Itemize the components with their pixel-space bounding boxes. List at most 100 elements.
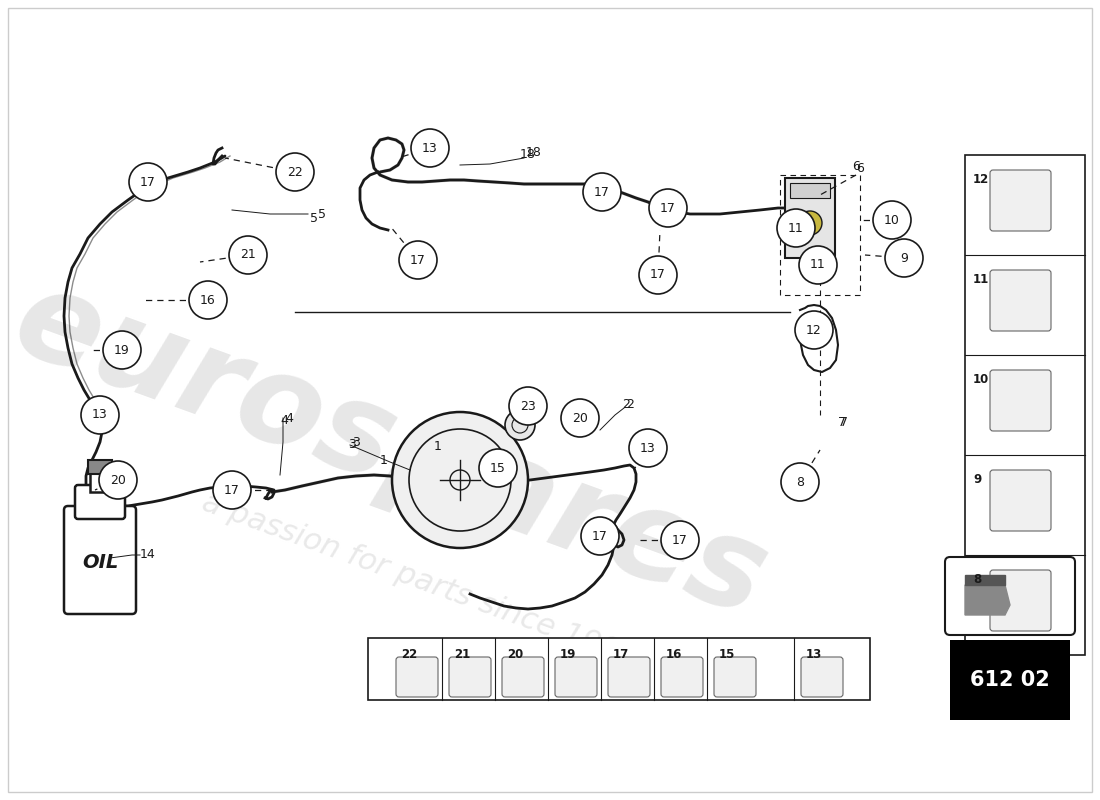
Circle shape bbox=[795, 311, 833, 349]
Circle shape bbox=[798, 211, 822, 235]
Text: 11: 11 bbox=[788, 222, 804, 234]
FancyBboxPatch shape bbox=[64, 506, 136, 614]
Text: 1: 1 bbox=[379, 454, 388, 466]
Circle shape bbox=[478, 449, 517, 487]
Text: 16: 16 bbox=[200, 294, 216, 306]
Text: 5: 5 bbox=[318, 207, 326, 221]
Text: 9: 9 bbox=[974, 473, 981, 486]
Circle shape bbox=[777, 209, 815, 247]
Text: 19: 19 bbox=[114, 343, 130, 357]
Circle shape bbox=[276, 153, 314, 191]
Circle shape bbox=[103, 331, 141, 369]
FancyBboxPatch shape bbox=[502, 657, 544, 697]
Text: 3: 3 bbox=[352, 435, 360, 449]
Text: 17: 17 bbox=[224, 483, 240, 497]
Circle shape bbox=[649, 189, 688, 227]
Text: 20: 20 bbox=[572, 411, 587, 425]
Text: 9: 9 bbox=[900, 251, 908, 265]
Circle shape bbox=[129, 163, 167, 201]
Circle shape bbox=[873, 201, 911, 239]
Text: 10: 10 bbox=[884, 214, 900, 226]
Text: 7: 7 bbox=[838, 415, 846, 429]
Circle shape bbox=[561, 399, 600, 437]
Text: 8: 8 bbox=[974, 573, 981, 586]
Circle shape bbox=[639, 256, 676, 294]
Text: 12: 12 bbox=[806, 323, 822, 337]
Circle shape bbox=[661, 521, 698, 559]
Bar bbox=[965, 155, 1085, 655]
Text: 11: 11 bbox=[974, 273, 989, 286]
Text: 11: 11 bbox=[810, 258, 826, 271]
Text: 17: 17 bbox=[410, 254, 426, 266]
Text: 15: 15 bbox=[719, 648, 736, 661]
FancyBboxPatch shape bbox=[990, 370, 1050, 431]
Bar bbox=[950, 640, 1070, 720]
Bar bbox=[90, 472, 110, 492]
Text: 612 02: 612 02 bbox=[970, 670, 1049, 690]
Text: 20: 20 bbox=[507, 648, 524, 661]
Text: 5: 5 bbox=[310, 211, 318, 225]
Text: 7: 7 bbox=[840, 415, 848, 429]
FancyBboxPatch shape bbox=[75, 485, 125, 519]
FancyBboxPatch shape bbox=[714, 657, 756, 697]
Circle shape bbox=[99, 461, 138, 499]
Circle shape bbox=[581, 517, 619, 555]
FancyBboxPatch shape bbox=[608, 657, 650, 697]
Text: 21: 21 bbox=[454, 648, 471, 661]
Circle shape bbox=[781, 463, 820, 501]
Circle shape bbox=[189, 281, 227, 319]
FancyBboxPatch shape bbox=[801, 657, 843, 697]
Text: 17: 17 bbox=[660, 202, 675, 214]
Circle shape bbox=[509, 387, 547, 425]
Text: 10: 10 bbox=[974, 373, 989, 386]
FancyBboxPatch shape bbox=[990, 470, 1050, 531]
FancyBboxPatch shape bbox=[945, 557, 1075, 635]
Circle shape bbox=[229, 236, 267, 274]
FancyBboxPatch shape bbox=[449, 657, 491, 697]
Text: 17: 17 bbox=[140, 175, 156, 189]
Text: OIL: OIL bbox=[81, 553, 118, 571]
Circle shape bbox=[799, 246, 837, 284]
Circle shape bbox=[629, 429, 667, 467]
Circle shape bbox=[411, 129, 449, 167]
FancyBboxPatch shape bbox=[661, 657, 703, 697]
FancyBboxPatch shape bbox=[990, 270, 1050, 331]
Text: eurospares: eurospares bbox=[0, 258, 782, 642]
Text: 19: 19 bbox=[560, 648, 576, 661]
Text: 18: 18 bbox=[526, 146, 542, 159]
Text: 13: 13 bbox=[92, 409, 108, 422]
Text: 21: 21 bbox=[240, 249, 256, 262]
Text: 6: 6 bbox=[856, 162, 864, 174]
Text: 17: 17 bbox=[650, 269, 666, 282]
Text: 13: 13 bbox=[640, 442, 656, 454]
Text: 15: 15 bbox=[491, 462, 506, 474]
FancyBboxPatch shape bbox=[990, 170, 1050, 231]
Text: a passion for parts since 1984: a passion for parts since 1984 bbox=[198, 487, 641, 673]
Circle shape bbox=[505, 410, 535, 440]
Text: 4: 4 bbox=[285, 411, 293, 425]
Circle shape bbox=[886, 239, 923, 277]
Circle shape bbox=[583, 173, 621, 211]
Text: 8: 8 bbox=[796, 475, 804, 489]
Circle shape bbox=[392, 412, 528, 548]
Text: 16: 16 bbox=[666, 648, 682, 661]
Text: 17: 17 bbox=[672, 534, 688, 546]
Bar bbox=[785, 178, 835, 258]
Text: 6: 6 bbox=[852, 159, 860, 173]
Circle shape bbox=[213, 471, 251, 509]
Text: 17: 17 bbox=[613, 648, 629, 661]
FancyBboxPatch shape bbox=[990, 570, 1050, 631]
Text: 20: 20 bbox=[110, 474, 125, 486]
Text: 13: 13 bbox=[806, 648, 823, 661]
Text: 13: 13 bbox=[422, 142, 438, 154]
FancyBboxPatch shape bbox=[556, 657, 597, 697]
Text: 2: 2 bbox=[626, 398, 634, 410]
FancyBboxPatch shape bbox=[396, 657, 438, 697]
Text: 17: 17 bbox=[592, 530, 608, 542]
Text: 12: 12 bbox=[974, 173, 989, 186]
Bar bbox=[790, 183, 830, 198]
Bar bbox=[88, 460, 112, 474]
Polygon shape bbox=[965, 575, 1005, 585]
Bar bbox=[368, 638, 870, 700]
Text: 4: 4 bbox=[280, 414, 288, 426]
